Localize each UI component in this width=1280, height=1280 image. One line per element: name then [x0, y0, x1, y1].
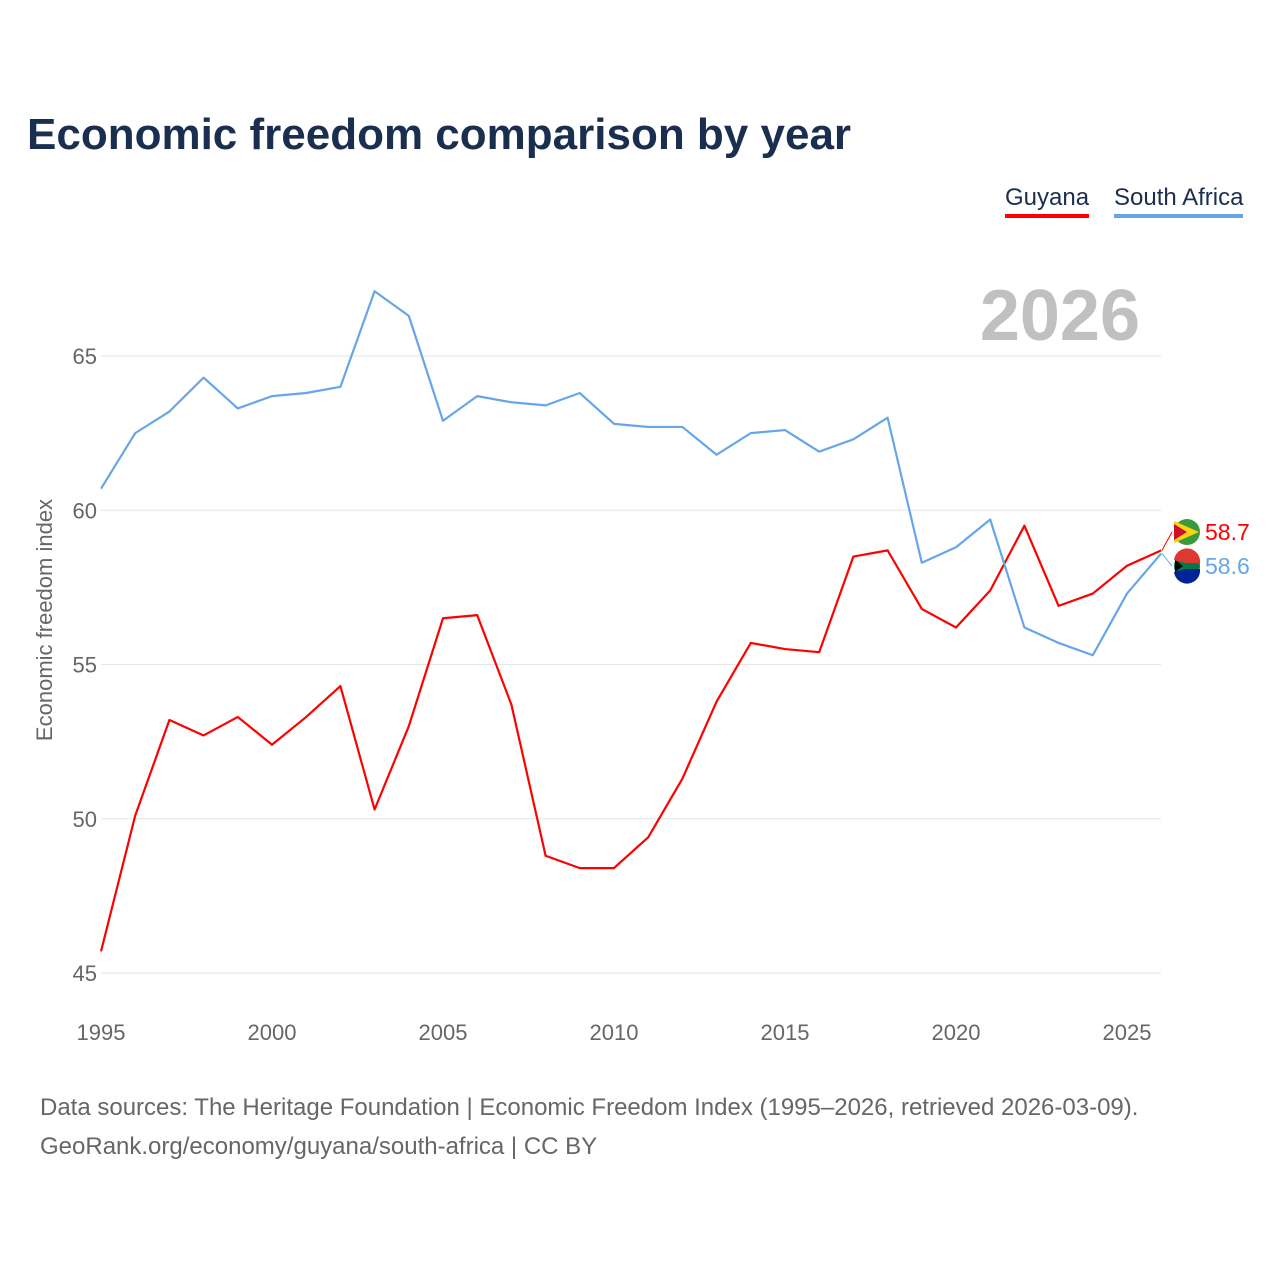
series-line-guyana [99, 524, 1162, 952]
y-tick-label: 45 [73, 961, 97, 986]
x-tick-label: 2005 [419, 1020, 468, 1045]
x-tick-label: 2010 [590, 1020, 639, 1045]
legend-south-africa[interactable]: South Africa [1114, 184, 1244, 218]
x-tick-label: 2015 [761, 1020, 810, 1045]
y-tick-label: 65 [73, 344, 97, 369]
legend-guyana[interactable]: Guyana [1005, 184, 1090, 218]
end-label-connector [1161, 531, 1173, 551]
series-line-south-africa [100, 290, 1163, 657]
source-link[interactable]: GeoRank.org/economy/guyana/south-africa … [40, 1133, 598, 1160]
flag-detail [1174, 524, 1187, 540]
flag-detail [1174, 569, 1201, 584]
end-label-connector [1161, 553, 1173, 567]
chart-title: Economic freedom comparison by year [27, 110, 852, 159]
y-tick-label: 55 [73, 653, 97, 678]
end-value-label: 58.7 [1205, 519, 1250, 545]
flag-detail [1175, 560, 1183, 572]
flag-detail [1174, 548, 1201, 563]
x-tick-label: 1995 [77, 1020, 126, 1045]
end-value-label: 58.6 [1205, 553, 1250, 579]
year-watermark: 2026 [980, 276, 1140, 356]
y-axis-label: Economic freedom index [32, 499, 57, 741]
source-note: Data sources: The Heritage Foundation | … [40, 1094, 1139, 1121]
y-tick-label: 50 [73, 807, 97, 832]
x-tick-label: 2025 [1103, 1020, 1152, 1045]
footer: Data sources: The Heritage Foundation | … [40, 1088, 1138, 1166]
x-tick-label: 2000 [248, 1020, 297, 1045]
x-tick-label: 2020 [932, 1020, 981, 1045]
y-tick-label: 60 [73, 498, 97, 523]
